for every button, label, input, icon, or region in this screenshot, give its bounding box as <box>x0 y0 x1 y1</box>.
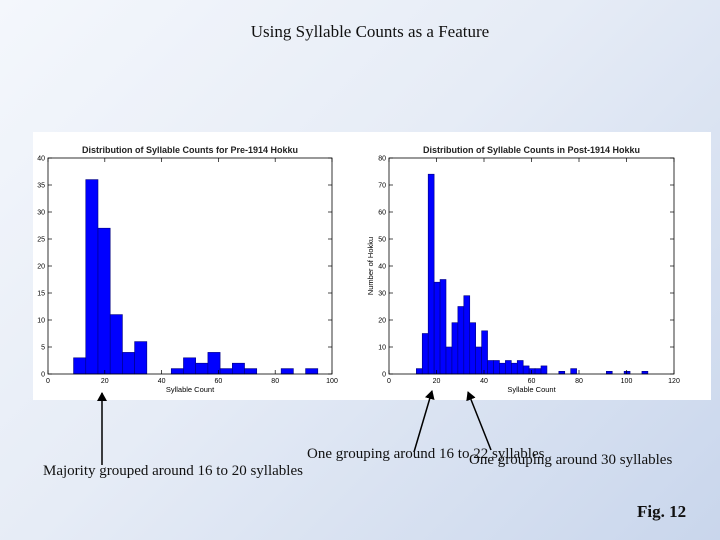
chart-2-ytick-label-80: 80 <box>378 156 386 163</box>
chart-1-ytick-label-15: 15 <box>37 291 45 298</box>
chart-2-ytick-label-20: 20 <box>378 318 386 325</box>
chart-2-ytick-label-70: 70 <box>378 183 386 190</box>
chart-2-xlabel: Syllable Count <box>507 385 556 394</box>
chart-2-ytick-label-30: 30 <box>378 291 386 298</box>
chart-2-ytick-label-10: 10 <box>378 345 386 352</box>
figure-panel: 0 20 40 60 80 100 0 5 10 15 20 25 30 35 40 Distribution… <box>25 132 711 400</box>
note-grouping-30: One grouping around 30 syllables <box>469 452 673 468</box>
chart-2-ylabel: Number of Hokku <box>366 237 375 295</box>
chart-2-title: Distribution of Syllable Counts in Post-… <box>423 145 640 155</box>
histogram-figure: 0 20 40 60 80 1000510152025303540Distribution… <box>25 145 680 394</box>
chart-1-xtick-label-20: 20 <box>101 378 109 385</box>
chart-1-ytick-label-5: 5 <box>41 345 45 352</box>
chart-2-ytick-label-50: 50 <box>378 237 386 244</box>
chart-2-xtick-label-100: 100 <box>621 378 633 385</box>
chart-2-ytick-label-0: 0 <box>382 372 386 379</box>
arrow-post1914-peak-a <box>413 390 435 453</box>
chart-1-xlabel: Syllable Count <box>166 385 215 394</box>
chart-2-xtick-label-40: 40 <box>480 378 488 385</box>
chart-1-title: Distribution of Syllable Counts for Pre-… <box>82 145 298 155</box>
chart-1-ytick-label-35: 35 <box>37 183 45 190</box>
chart-1-ytick-label-20: 20 <box>37 264 45 271</box>
chart-1-ytick-label-30: 30 <box>37 210 45 217</box>
chart-1-xtick-label-100: 100 <box>326 378 338 385</box>
note-grouping-16-22: One grouping around 16 to 22 syllables <box>307 446 545 462</box>
chart-2-xtick-label-120: 120 <box>668 378 680 385</box>
slide-title: Using Syllable Counts as a Feature <box>250 22 490 41</box>
chart-1-xtick-label-40: 40 <box>158 378 166 385</box>
arrow-post1914-peak-b <box>466 391 492 451</box>
chart-2-xtick-label-0: 0 <box>387 378 391 385</box>
chart-1-xtick-label-80: 80 <box>271 378 279 385</box>
chart-2-xtick-label-60: 60 <box>528 378 536 385</box>
chart-1-xtick-label-0: 0 <box>46 378 50 385</box>
figure-label: Fig. 12 <box>637 502 687 521</box>
chart-1-ytick-label-25: 25 <box>37 237 45 244</box>
chart-2-ytick-label-60: 60 <box>378 210 386 217</box>
chart-2-xtick-label-80: 80 <box>575 378 583 385</box>
chart-2-xtick-label-20: 20 <box>433 378 441 385</box>
chart-1-xtick-label-60: 60 <box>215 378 223 385</box>
note-majority-grouped: Majority grouped around 16 to 20 syllabl… <box>43 463 303 479</box>
chart-1-ytick-label-40: 40 <box>37 156 45 163</box>
chart-1-ytick-label-0: 0 <box>41 372 45 379</box>
chart-2-ytick-label-40: 40 <box>378 264 386 271</box>
chart-1-ytick-label-10: 10 <box>37 318 45 325</box>
